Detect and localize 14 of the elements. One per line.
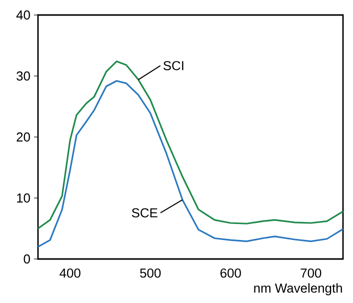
x-tick-label: 500 [140, 268, 161, 278]
x-axis-title: nm Wavelength [254, 283, 342, 296]
y-tick-label: 40 [16, 10, 30, 20]
text: SCE [132, 208, 158, 218]
y-tick-label: 10 [17, 193, 30, 203]
text: SCI [163, 61, 184, 70]
line-series [37, 60, 344, 230]
y-tick-label: 0 [24, 254, 30, 264]
x-tick-label: 700 [300, 268, 322, 278]
y-tick-label: 20 [16, 132, 30, 142]
y-tick-label: 30 [16, 71, 30, 81]
x-tick-label: 600 [220, 268, 241, 278]
x-tick-label: 400 [60, 268, 80, 278]
line-series [37, 80, 344, 248]
